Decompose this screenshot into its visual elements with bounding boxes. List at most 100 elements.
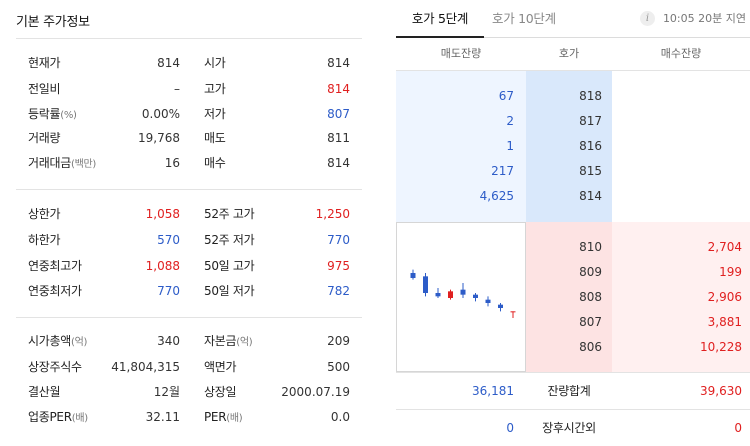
label-current-price: 현재가 (28, 56, 61, 70)
label-trading-value: 거래대금(백만) (28, 156, 96, 170)
basic-stock-info-panel: 기본 주가정보 현재가 814 시가 814 전일비 – 고가 814 등락률(… (0, 0, 374, 446)
mini-candlestick-chart (396, 222, 526, 372)
label-change-rate: 등락률(%) (28, 107, 77, 121)
info-row-market-cap: 시가총액(억) 340 자본금(억) 209 (16, 328, 362, 354)
bid-price[interactable]: 808 (579, 290, 602, 304)
bid-price[interactable]: 810 (579, 240, 602, 254)
candle-body (435, 293, 441, 297)
value-capital: 209 (327, 334, 350, 348)
ask-price[interactable]: 815 (579, 164, 602, 178)
value-change: – (174, 82, 180, 96)
orderbook-panel: 호가 5단계 호가 10단계 i 10:05 20분 지연 매도잔량 호가 매수… (396, 0, 750, 446)
value-year-low: 770 (157, 284, 180, 298)
ask-row: 4,625 814 (396, 184, 750, 209)
label-capital: 자본금(억) (204, 334, 253, 348)
bid-price[interactable]: 806 (579, 340, 602, 354)
info-row-lower-limit: 하한가 570 52주 저가 770 (16, 227, 362, 253)
label-52w-high: 52주 고가 (204, 207, 255, 221)
value-industry-per: 32.11 (145, 410, 180, 424)
bid-qty: 10,228 (700, 340, 742, 354)
label-year-high: 연중최고가 (28, 259, 82, 273)
info-row-listed-shares: 상장주식수 41,804,315 액면가 500 (16, 354, 362, 380)
value-listed-shares: 41,804,315 (111, 360, 180, 374)
tab-5-levels[interactable]: 호가 5단계 (411, 11, 469, 26)
ask-row: 2 817 (396, 109, 750, 134)
label-par-value: 액면가 (204, 360, 237, 374)
title-divider (16, 38, 362, 39)
value-ask: 811 (327, 131, 350, 145)
value-upper-limit: 1,058 (145, 207, 180, 221)
ask-row: 217 815 (396, 159, 750, 184)
label-lower-limit: 하한가 (28, 233, 61, 247)
bid-row: 807 3,881 (396, 310, 750, 335)
orderbook-tabs: 호가 5단계 호가 10단계 i 10:05 20분 지연 (396, 0, 750, 38)
ask-price[interactable]: 816 (579, 139, 602, 153)
delay-time-text: 10:05 20분 지연 (662, 12, 746, 25)
after-hours-sell-qty: 0 (506, 421, 514, 435)
candle-body (410, 273, 416, 278)
total-sell-qty: 36,181 (472, 384, 514, 398)
label-market-cap: 시가총액(억) (28, 334, 88, 348)
ask-price-column (526, 71, 612, 222)
candle-body (460, 289, 466, 295)
delay-notice: i 10:05 20분 지연 (639, 10, 746, 26)
unit-million: (백만) (70, 159, 96, 170)
section-divider (16, 189, 362, 190)
label-bid: 매수 (204, 156, 226, 170)
header-price: 호가 (558, 47, 580, 60)
value-current-price: 814 (157, 56, 180, 70)
info-icon[interactable]: i (639, 10, 655, 26)
info-row-change-rate: 등락률(%) 0.00% 저가 807 (16, 101, 362, 127)
label-industry-per: 업종PER(배) (28, 410, 88, 424)
ask-qty: 1 (506, 139, 514, 153)
value-volume: 19,768 (138, 131, 180, 145)
candle-body (423, 276, 428, 293)
value-year-high: 1,088 (145, 259, 180, 273)
section-divider (16, 317, 362, 318)
value-trading-value: 16 (164, 156, 180, 170)
value-change-rate: 0.00% (141, 107, 180, 121)
label-50d-low: 50일 저가 (204, 284, 255, 298)
label-open-price: 시가 (204, 56, 226, 70)
label-upper-limit: 상한가 (28, 207, 61, 221)
unit-percent: (%) (60, 110, 77, 121)
totals-label: 잔량합계 (547, 384, 591, 398)
bid-price[interactable]: 807 (579, 315, 602, 329)
header-divider (396, 70, 750, 71)
ask-price[interactable]: 818 (579, 89, 602, 103)
value-per: 0.0 (330, 410, 350, 424)
label-per: PER(배) (204, 410, 243, 424)
info-row-current-price: 현재가 814 시가 814 (16, 50, 362, 76)
value-bid: 814 (327, 156, 350, 170)
value-50d-high: 975 (327, 259, 350, 273)
ask-price[interactable]: 817 (579, 114, 602, 128)
candle-body (485, 299, 491, 303)
ask-qty: 67 (498, 89, 514, 103)
header-buy-qty: 매수잔량 (660, 47, 702, 60)
bid-qty: 3,881 (707, 315, 742, 329)
value-52w-high: 1,250 (315, 207, 350, 221)
value-high-price: 814 (327, 82, 350, 96)
tab-10-levels[interactable]: 호가 10단계 (492, 11, 556, 26)
ask-qty: 2 (506, 114, 514, 128)
bid-price[interactable]: 809 (579, 265, 602, 279)
info-row-year-low: 연중최저가 770 50일 저가 782 (16, 278, 362, 304)
value-fiscal-month: 12월 (153, 385, 180, 399)
label-listed-shares: 상장주식수 (28, 360, 82, 374)
bid-row: 810 2,704 (396, 235, 750, 260)
info-row-trading-value: 거래대금(백만) 16 매수 814 (16, 150, 362, 176)
info-row-upper-limit: 상한가 1,058 52주 고가 1,250 (16, 201, 362, 227)
value-52w-low: 770 (327, 233, 350, 247)
label-50d-high: 50일 고가 (204, 259, 255, 273)
after-hours-divider (396, 409, 750, 410)
bid-qty: 2,704 (707, 240, 742, 254)
ask-price[interactable]: 814 (579, 189, 602, 203)
candle-body (498, 304, 503, 308)
unit-eok: (억) (70, 337, 88, 348)
info-row-change: 전일비 – 고가 814 (16, 76, 362, 102)
after-hours-buy-qty: 0 (734, 421, 742, 435)
totals-divider (396, 372, 750, 373)
tabs-divider (396, 37, 750, 38)
info-row-year-high: 연중최고가 1,088 50일 고가 975 (16, 253, 362, 279)
label-year-low: 연중최저가 (28, 284, 82, 298)
